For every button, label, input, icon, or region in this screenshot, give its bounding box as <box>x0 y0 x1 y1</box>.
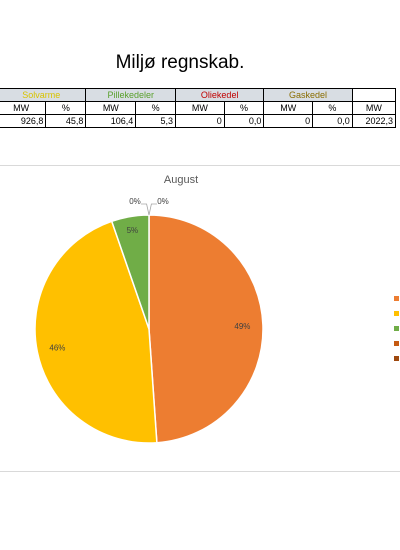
page-title: Miljø regnskab. <box>115 52 245 73</box>
value-cell: 0 <box>263 114 314 128</box>
pie-slice <box>34 220 158 444</box>
value-cell: 0 <box>175 114 225 128</box>
chart-title: August <box>164 174 198 186</box>
value-cell: 926,8 <box>0 114 47 128</box>
legend-marker <box>394 326 399 331</box>
group-header-empty <box>351 88 397 102</box>
pie-labels: 49% 46% 5% 0% 0% <box>49 197 250 353</box>
legend-marker <box>394 296 399 301</box>
group-header-gaskedel: Gaskedel <box>263 88 353 102</box>
chart-area <box>0 165 400 472</box>
table-units-row: MW % MW % MW % MW % MW <box>0 101 397 115</box>
value-cell: 45,8 <box>45 114 87 128</box>
legend-marker <box>394 356 399 361</box>
leader-line <box>148 203 157 216</box>
value-cell: 106,4 <box>85 114 137 128</box>
group-header-solvarme: Solvarme <box>0 88 87 102</box>
pie-slice-label: 0% <box>157 197 169 206</box>
pie-slices <box>34 214 264 444</box>
energy-table: Solvarme Pillekedeler Oliekedel Gaskedel… <box>0 88 397 128</box>
value-cell: 5,3 <box>135 114 177 128</box>
pie-slice-label: 0% <box>129 197 141 206</box>
pie-slice <box>148 214 264 444</box>
table-values-row: 926,8 45,8 106,4 5,3 0 0,0 0 0,0 2022,3 <box>0 114 397 128</box>
pie-slice-label: 49% <box>234 322 250 331</box>
chart-legend <box>394 296 399 361</box>
legend-marker <box>394 341 399 346</box>
pie-slice-label: 5% <box>127 226 139 235</box>
legend-marker <box>394 311 399 316</box>
value-cell: 2022,3 <box>351 114 397 128</box>
pie-slice-label: 46% <box>49 344 65 353</box>
leader-line <box>141 203 150 216</box>
